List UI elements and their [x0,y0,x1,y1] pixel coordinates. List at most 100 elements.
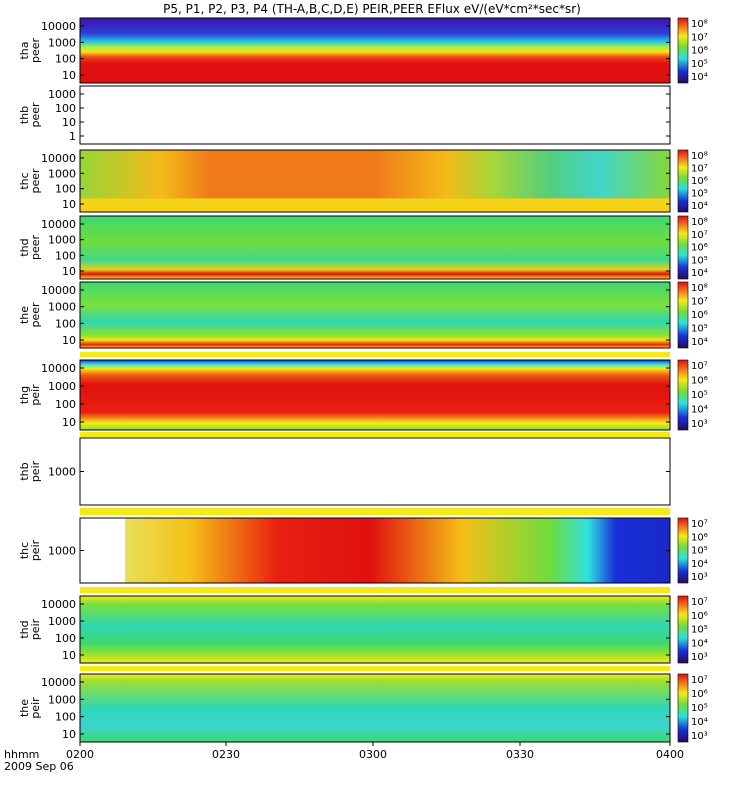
panel-frame [79,281,671,349]
x-tick-label: 0400 [656,748,684,761]
panel-frame [79,85,671,145]
colorbar-tick-label: 10⁵ [691,59,708,70]
y-tick-label: 1000 [48,466,76,479]
colorbar-tick-label: 10⁷ [691,32,708,43]
colorbar-tick-label: 10³ [691,652,708,663]
y-tick-label: 1000 [48,301,76,314]
y-tick-label: 1000 [48,615,76,628]
x-tick-label: 0330 [506,748,534,761]
chart-title: P5, P1, P2, P3, P4 (TH-A,B,C,D,E) PEIR,P… [163,2,581,16]
y-tick-label: 1000 [48,234,76,247]
colorbar-tick-label: 10³ [691,572,708,583]
panels: thapeer1010010001000010⁴10⁵10⁶10⁷10⁸thbp… [18,17,708,743]
panel-ylabel: thb [18,106,31,124]
y-tick-label: 100 [55,249,76,262]
spectrogram-fill [80,282,670,348]
spectrogram-fill [80,360,670,430]
y-tick-label: 10 [62,116,76,129]
colorbar-tick-label: 10³ [691,419,708,430]
colorbar-tick-label: 10⁴ [691,638,708,649]
panel-ylabel: peer [29,302,42,328]
panel-ylabel: peer [29,235,42,261]
panel-ylabel: thd [18,620,31,638]
panel-frame [79,17,671,84]
colorbar [677,517,689,584]
colorbar-tick-label: 10⁸ [691,19,708,30]
panel-ylabel: the [18,306,31,324]
panel-frame [79,673,671,743]
colorbar-tick-label: 10⁴ [691,72,708,83]
y-tick-label: 1000 [48,693,76,706]
panel-ylabel: peer [29,102,42,128]
colorbar-tick-label: 10⁴ [691,405,708,416]
colorbar-tick-label: 10⁵ [691,189,708,200]
colorbar [677,595,689,664]
spectrogram-fill [80,18,670,83]
spectrogram-fill [80,674,670,742]
x-tick-label: 0300 [359,748,387,761]
panel-frame [79,437,671,506]
y-tick-label: 10000 [41,218,76,231]
colorbar [677,215,689,280]
colorbar-tick-label: 10⁶ [691,310,708,321]
y-tick-label: 10 [62,334,76,347]
colorbar-tick-label: 10⁵ [691,703,708,714]
panel-ylabel: thb [18,462,31,480]
panel-ylabel: peir [29,539,42,561]
y-tick-label: 100 [55,102,76,115]
panel-ylabel: the [18,699,31,717]
y-tick-label: 1000 [48,88,76,101]
colorbar [677,673,689,743]
colorbar-tick-label: 10⁶ [691,689,708,700]
spectrogram-overlay [80,150,670,199]
y-tick-label: 1000 [48,167,76,180]
panel-frame [79,595,671,664]
panel-ylabel: thc [18,542,31,559]
colorbar-tick-label: 10⁵ [691,390,708,401]
y-tick-label: 10000 [41,676,76,689]
panel-ylabel: peir [29,384,42,406]
colorbar-tick-label: 10⁵ [691,546,708,557]
colorbar-tick-label: 10⁷ [691,164,708,175]
panel-ylabel: peir [29,618,42,640]
colorbar-tick-label: 10⁵ [691,324,708,335]
colorbar-tick-label: 10⁶ [691,376,708,387]
y-tick-label: 100 [55,398,76,411]
colorbar-tick-label: 10⁴ [691,268,708,279]
colorbar-tick-label: 10⁸ [691,217,708,228]
y-tick-label: 10000 [41,362,76,375]
colorbar-tick-label: 10⁴ [691,337,708,348]
y-tick-label: 10000 [41,284,76,297]
y-tick-label: 10 [62,649,76,662]
colorbar-tick-label: 10⁸ [691,283,708,294]
spectrogram-fill [80,596,670,663]
panel-separator-band [80,666,670,671]
colorbar-tick-label: 10⁵ [691,255,708,266]
colorbar-tick-label: 10⁴ [691,717,708,728]
colorbar [677,281,689,349]
colorbar-tick-label: 10⁶ [691,176,708,187]
time-axis-date: 2009 Sep 06 [4,760,74,773]
y-tick-label: 10000 [41,598,76,611]
panel-separator-band [80,587,670,593]
colorbar-tick-label: 10⁸ [691,151,708,162]
colorbar-tick-label: 10⁷ [691,519,708,530]
colorbar-tick-label: 10⁶ [691,243,708,254]
y-tick-label: 10 [62,265,76,278]
colorbar-tick-label: 10⁵ [691,625,708,636]
panel-frame [79,215,671,280]
y-tick-label: 1000 [48,380,76,393]
colorbar-tick-label: 10⁷ [691,297,708,308]
panel-ylabel: tha [18,41,31,59]
colorbar-tick-label: 10⁷ [691,675,708,686]
y-tick-label: 100 [55,632,76,645]
